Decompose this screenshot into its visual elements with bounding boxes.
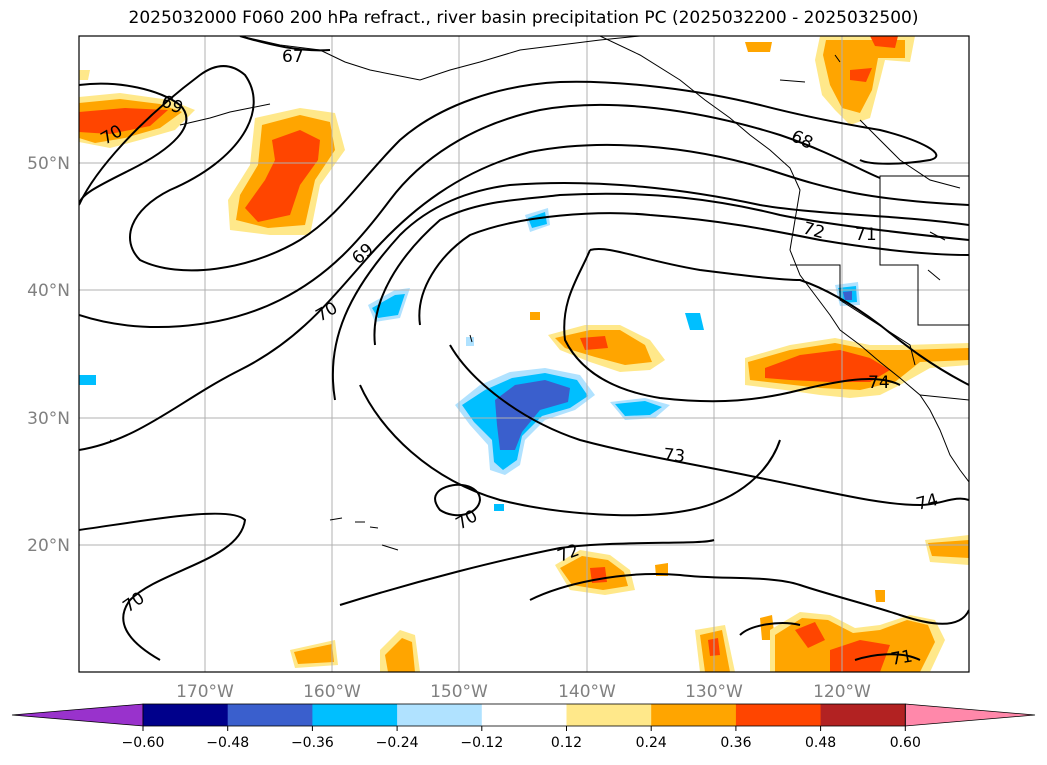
colorbar-segment bbox=[143, 704, 229, 726]
lat-label: 40°N bbox=[27, 281, 70, 301]
colorbar-segment bbox=[820, 704, 906, 726]
map-plot-area: 67 69 70 68 72 71 69 70 74 73 74 70 72 7… bbox=[79, 36, 969, 672]
colorbar-tick-label: −0.36 bbox=[291, 735, 334, 751]
lon-label: 130°W bbox=[685, 682, 743, 702]
colorbar-extend-high bbox=[904, 703, 1036, 727]
lat-label: 50°N bbox=[27, 154, 70, 174]
colorbar-tick-label: −0.12 bbox=[460, 735, 503, 751]
lon-label: 160°W bbox=[303, 682, 361, 702]
colorbar-segment bbox=[735, 704, 822, 726]
coastlines bbox=[109, 36, 969, 551]
latitude-labels: 50°N 40°N 30°N 20°N bbox=[27, 154, 70, 556]
contour-label: 70 bbox=[313, 298, 342, 326]
contour-label: 71 bbox=[889, 646, 914, 669]
colorbar-segment bbox=[566, 704, 652, 726]
contour-label: 74 bbox=[868, 373, 890, 393]
lon-label: 120°W bbox=[813, 682, 871, 702]
longitude-labels: 170°W 160°W 150°W 140°W 130°W 120°W bbox=[176, 682, 871, 702]
lat-label: 20°N bbox=[27, 536, 70, 556]
colorbar-tick-label: −0.60 bbox=[122, 735, 165, 751]
colorbar-tick-label: −0.48 bbox=[206, 735, 249, 751]
colorbar-tick-label: 0.60 bbox=[890, 735, 921, 751]
map-title: 2025032000 F060 200 hPa refract., river … bbox=[128, 8, 919, 28]
precip-shading bbox=[79, 36, 969, 672]
colorbar-segment bbox=[227, 704, 313, 726]
colorbar-tick-label: 0.24 bbox=[636, 735, 667, 751]
lon-label: 170°W bbox=[176, 682, 234, 702]
height-contours bbox=[79, 36, 969, 661]
contour-label: 74 bbox=[914, 490, 940, 515]
lon-label: 140°W bbox=[558, 682, 616, 702]
colorbar-segment bbox=[397, 704, 483, 726]
colorbar: −0.60 −0.48 −0.36 −0.24 −0.12 0.12 0.24 0.36 0.4… bbox=[11, 703, 1036, 751]
colorbar-frame bbox=[142, 703, 906, 727]
contour-label: 73 bbox=[663, 445, 686, 467]
lon-label: 150°W bbox=[430, 682, 488, 702]
colorbar-tick-label: 0.12 bbox=[551, 735, 582, 751]
graticule bbox=[79, 36, 969, 672]
colorbar-tick-label: 0.36 bbox=[720, 735, 751, 751]
colorbar-tick-label: 0.48 bbox=[805, 735, 836, 751]
contour-label: 70 bbox=[453, 506, 482, 534]
contour-label: 67 bbox=[282, 47, 304, 67]
colorbar-tick-label: −0.24 bbox=[376, 735, 419, 751]
colorbar-extend-low bbox=[11, 703, 144, 727]
contour-label: 71 bbox=[855, 225, 877, 245]
colorbar-segment bbox=[651, 704, 737, 726]
colorbar-segment bbox=[312, 704, 398, 726]
map-frame bbox=[78, 35, 970, 673]
colorbar-segment bbox=[481, 704, 567, 726]
lat-label: 30°N bbox=[27, 409, 70, 429]
contour-label: 68 bbox=[788, 126, 816, 153]
